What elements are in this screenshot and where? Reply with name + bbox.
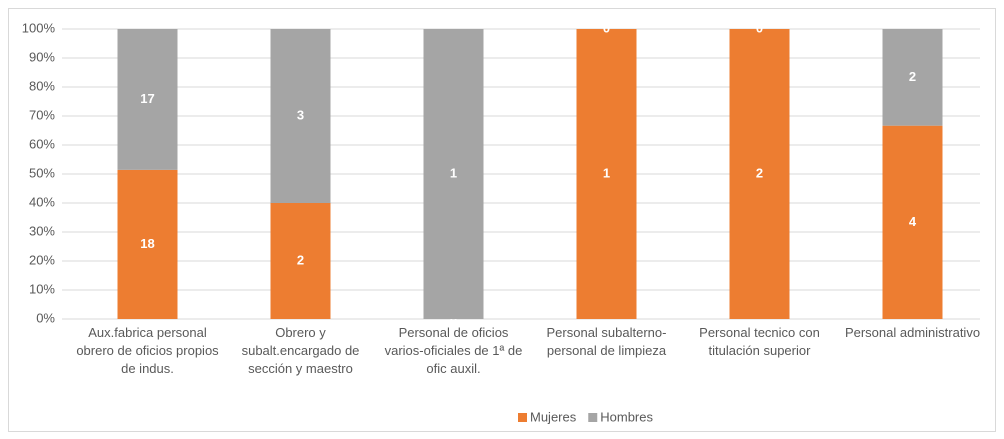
bar-segment (117, 29, 178, 170)
data-label: 2 (297, 252, 304, 267)
y-tick-label: 30% (29, 223, 55, 238)
legend-label: Mujeres (530, 409, 577, 424)
data-label: 2 (756, 165, 763, 180)
legend-label: Hombres (600, 409, 653, 424)
data-label: 1 (603, 165, 610, 180)
y-tick-label: 100% (22, 20, 56, 35)
data-label: 4 (909, 214, 917, 229)
x-tick-label: Personal de oficios varios-oficiales de … (384, 325, 523, 376)
x-tick-label: Personal subalterno-personal de limpieza (546, 325, 667, 358)
y-tick-label: 0% (36, 310, 55, 325)
x-tick-label: Aux.fabrica personal obrero de oficios p… (76, 325, 219, 376)
data-label: 0 (756, 20, 763, 35)
bar-segment (270, 29, 331, 203)
y-tick-label: 20% (29, 252, 55, 267)
x-tick-label: Obrero y subalt.encargado de sección y m… (241, 325, 360, 376)
y-tick-label: 40% (29, 194, 55, 209)
y-tick-label: 10% (29, 281, 55, 296)
bar-segment (423, 29, 484, 319)
bar-segment (729, 29, 790, 319)
bar-segment (117, 169, 178, 319)
data-label: 0 (603, 20, 610, 35)
data-label: 18 (140, 236, 154, 251)
data-label: 2 (909, 69, 916, 84)
bar-segment (270, 203, 331, 319)
y-tick-label: 90% (29, 49, 55, 64)
data-label: 17 (140, 91, 154, 106)
legend-swatch (588, 413, 598, 422)
x-tick-label: Personal tecnico con titulación superior (699, 325, 820, 358)
legend-swatch (518, 413, 527, 422)
bar-segment (576, 29, 637, 319)
y-tick-label: 70% (29, 107, 55, 122)
y-tick-label: 80% (29, 78, 55, 93)
y-tick-label: 60% (29, 136, 55, 151)
data-label: 3 (297, 107, 304, 122)
bar-segment (882, 125, 943, 320)
data-label: 1 (450, 165, 457, 180)
y-tick-label: 50% (29, 165, 55, 180)
bar-segment (882, 29, 943, 126)
x-tick-label: Personal administrativo (844, 325, 981, 340)
